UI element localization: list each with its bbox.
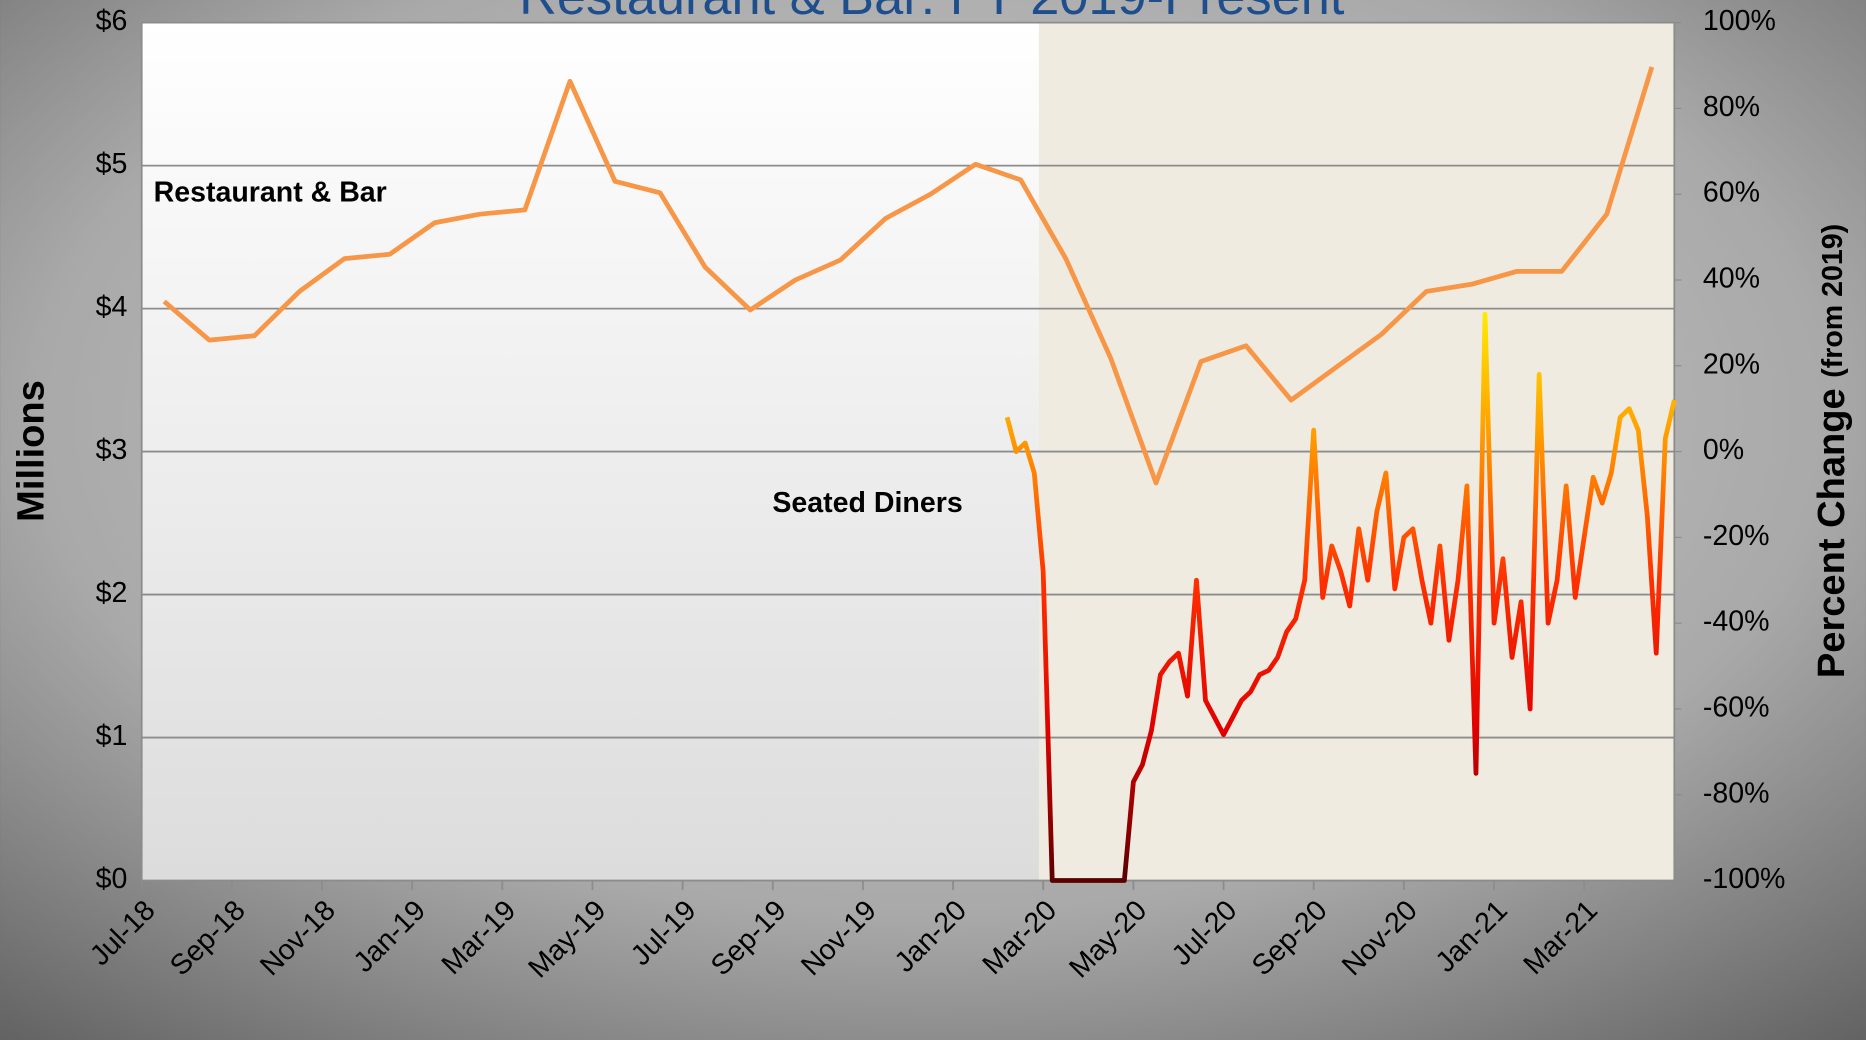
y2-tick-label: 20% [1703, 348, 1760, 380]
y2-tick-label: 0% [1703, 434, 1744, 466]
y2-tick-label: -20% [1703, 520, 1770, 552]
y-tick-label: $1 [96, 720, 128, 752]
y-tick-label: $3 [96, 434, 128, 466]
y2-tick-label: 40% [1703, 263, 1760, 295]
y2-tick-label: 100% [1703, 5, 1776, 37]
y2-axis-title-main: Percent Change [1811, 388, 1853, 678]
annotation: Seated Diners [772, 487, 962, 519]
y2-tick-label: -100% [1703, 863, 1786, 895]
series-line [162, 66, 1655, 486]
y-tick-label: $5 [96, 148, 128, 180]
y-tick-label: $4 [96, 291, 128, 323]
y2-tick-label: 80% [1703, 91, 1760, 123]
y2-tick-label: -60% [1703, 692, 1770, 724]
y2-axis-title: Percent Change (from 2019) [1811, 224, 1853, 678]
y2-tick-label: -40% [1703, 606, 1770, 638]
y-tick-label: $0 [96, 863, 128, 895]
y-axis-title: Millions [10, 380, 52, 522]
chart-title: Restaurant & Bar: FY 2019-Present [519, 0, 1345, 26]
y2-tick-label: -80% [1703, 777, 1770, 809]
y-tick-label: $6 [96, 5, 128, 37]
series-line [1004, 311, 1677, 883]
y-tick-label: $2 [96, 577, 128, 609]
y2-tick-label: 60% [1703, 177, 1760, 209]
y2-axis-title-note: (from 2019) [1816, 224, 1848, 378]
annotation: Restaurant & Bar [154, 177, 387, 209]
